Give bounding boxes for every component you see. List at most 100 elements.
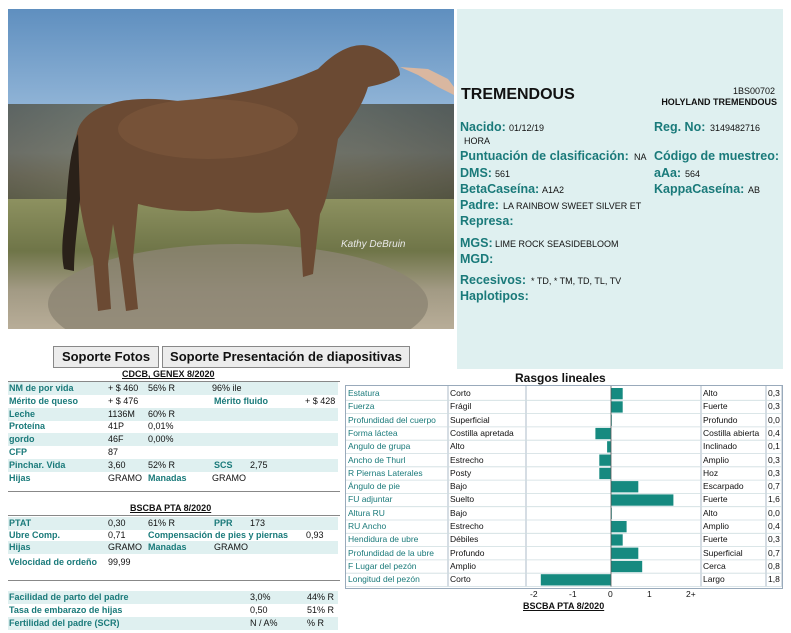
cdcb-row-reliability: 56% R [148,383,176,393]
trait-value-label: 1,6 [768,494,780,505]
fertility-row-value: 0,50 [250,605,268,615]
trait-high-label: Fuerte [703,534,728,545]
trait-name: FU adjuntar [348,494,393,505]
x-tick-label: 0 [608,588,613,599]
trait-value-label: 0,3 [768,388,780,398]
reg-code: 1BS00702 [732,86,775,96]
trait-value-label: 0,7 [768,547,780,558]
soporte-fotos-button[interactable]: Soporte Fotos [53,346,159,368]
cdcb-row-value: + $ 476 [108,395,139,406]
dms-value: 561 [495,169,511,179]
trait-bar [611,494,674,506]
aaa-label: aAa: [654,166,682,180]
cdcb-row-value: GRAMO [108,472,143,483]
trait-high-label: Superficial [703,547,743,558]
cdcb-row-value: 1136M [108,408,135,419]
trait-value-label: 0,3 [768,534,780,545]
trait-bar [611,534,623,546]
x-tick-label: 1 [647,588,652,599]
hora-label: HORA [464,136,491,146]
trait-low-label: Alto [450,441,465,452]
trait-value-label: 0,3 [768,467,780,478]
trait-bar [611,414,612,426]
cdcb-row [8,382,338,395]
codigo-label: Código de muestreo: [654,149,780,163]
bscba-row-value: 99,99 [108,557,131,567]
fertility-row-label: Tasa de embarazo de hijas [9,605,123,615]
trait-bar [611,481,639,493]
animal-short-name: TREMENDOUS [461,86,575,103]
padre-label: Padre: [460,198,499,212]
padre-value: LA RAINBOW SWEET SILVER ET [503,201,642,211]
cdcb-row-label: NM de por vida [9,383,74,393]
bscba-row-mid: 61% R [148,518,176,528]
x-tick-label: -2 [530,588,538,599]
trait-low-label: Bajo [450,481,468,492]
trait-name: Profundidad de la ubre [348,547,435,558]
trait-bar [599,454,611,466]
trait-name: Ángulo de pie [348,481,400,492]
trait-low-label: Posty [450,467,472,478]
trait-name: F Lugar del pezón [348,560,417,571]
trait-low-label: Débiles [450,534,479,545]
bscba-row-label: Ubre Comp. [9,530,61,540]
trait-high-label: Inclinado [703,441,738,452]
trait-low-label: Corto [450,574,471,585]
trait-bar [595,427,611,440]
cdcb-row-label2: SCS [214,459,233,470]
fertility-row-value: N / A% [250,618,278,628]
linear-traits-title: Rasgos lineales [515,371,606,385]
beta-value: A1A2 [542,185,565,195]
fertility-row [8,591,338,604]
trait-high-label: Fuerte [703,494,728,505]
bscba-divider [8,515,340,516]
trait-high-label: Hoz [703,467,719,478]
trait-name: Ancho de Thurl [348,454,406,465]
cdcb-row-reliability: 0,00% [148,434,174,445]
trait-name: Fuerza [348,401,375,412]
trait-name: Angulo de grupa [348,441,411,452]
soporte-diapositivas-button[interactable]: Soporte Presentación de diapositivas [162,346,410,368]
recesivos-value: * TD, * TM, TD, TL, TV [531,276,622,286]
trait-value-label: 0,1 [768,441,780,452]
mgs-label: MGS: [460,236,493,250]
bscba-row-value2: 0,93 [306,530,324,540]
bull-photo: Kathy DeBruin [8,9,454,329]
trait-name: Profundidad del cuerpo [348,414,436,425]
cdcb-row-value2: + $ 428 [305,395,336,406]
fertility-row-reliability: 44% R [307,592,335,602]
beta-label: BetaCaseína: [460,182,540,196]
cdcb-row-value: 3,60 [108,459,126,470]
x-tick-label: -1 [569,588,577,599]
trait-high-label: Amplio [703,521,729,531]
cdcb-row [8,433,338,447]
fertility-row-value: 3,0% [250,592,271,602]
puntuacion-label: Puntuación de clasificación: [460,149,629,163]
section-divider-1 [8,491,340,492]
cdcb-row-label: Leche [9,408,36,419]
cdcb-row-reliability: 52% R [148,459,176,470]
cdcb-row [8,446,338,459]
trait-value-label: 0,7 [768,481,780,492]
cdcb-row-value: 41P [108,421,125,432]
trait-low-label: Costilla apretada [450,427,514,438]
fertility-row-reliability: 51% R [307,605,335,615]
bscba-row-mid: Compensación de pies y piernas [148,530,289,540]
linear-traits-chart: Estatura Corto Alto 0,3 Fuerza Frágil Fuerte 0,… [345,385,783,599]
trait-low-label: Suelto [450,494,475,505]
trait-high-label: Costilla abierta [703,427,760,438]
trait-name: Longitud del pezón [348,574,420,585]
cdcb-row-label: Hijas [9,472,31,483]
cdcb-row-label: gordo [9,434,35,445]
bscba-row [8,517,338,530]
bscba-row-label: PTAT [9,518,32,528]
fertility-row-reliability: % R [307,618,325,628]
trait-low-label: Profundo [450,547,485,558]
animal-full-name: HOLYLAND TREMENDOUS [661,97,777,107]
trait-bar [611,401,623,413]
trait-bar [611,547,639,559]
fertility-row-label: Fertilidad del padre (SCR) [9,618,120,628]
cdcb-title: CDCB, GENEX 8/2020 [122,369,215,379]
bscba-row [8,541,338,554]
bull-silhouette [62,45,454,311]
